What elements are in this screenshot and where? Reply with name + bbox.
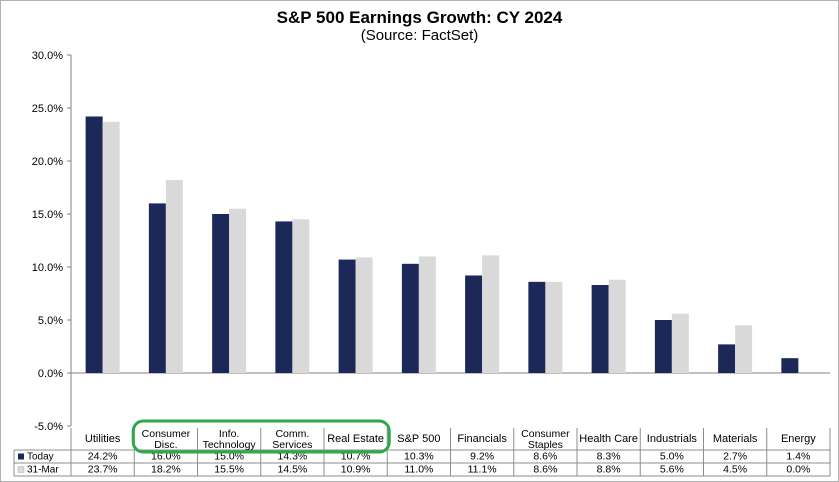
bar-today [781, 358, 799, 373]
data-label: 5.6% [660, 464, 684, 476]
y-tick-label: 20.0% [32, 156, 63, 168]
y-tick-label: 0.0% [38, 368, 63, 380]
data-label: 0.0% [786, 464, 810, 476]
data-label: 8.8% [597, 464, 621, 476]
bar-today [591, 285, 609, 373]
category-label: Real Estate [327, 433, 384, 445]
category-label: Materials [713, 433, 758, 445]
bar-today [654, 320, 672, 373]
bar-today [85, 116, 103, 373]
legend-key [18, 453, 24, 460]
data-label: 9.2% [470, 451, 494, 463]
category-label: Technology [203, 439, 257, 451]
bar-31-mar [229, 208, 247, 373]
category-label: Services [272, 439, 312, 451]
legend-key [17, 466, 25, 473]
data-label: 5.0% [660, 451, 684, 463]
data-label: 18.2% [151, 464, 181, 476]
category-label: Info. [219, 428, 239, 440]
category-label: Energy [781, 433, 816, 445]
bar-31-mar [482, 255, 500, 373]
y-tick-label: 10.0% [32, 262, 63, 274]
y-tick-label: 25.0% [32, 103, 63, 115]
data-label: 8.6% [533, 464, 557, 476]
data-label: 10.9% [341, 464, 371, 476]
bar-today [275, 221, 293, 373]
bar-31-mar [292, 219, 310, 373]
legend-label: Today [27, 452, 54, 463]
category-label: Consumer [521, 428, 570, 440]
category-label: Staples [528, 439, 563, 451]
category-label: Comm. [275, 428, 309, 440]
bar-31-mar [418, 256, 436, 373]
bar-today [338, 259, 356, 373]
bar-31-mar [671, 313, 689, 373]
bar-31-mar [608, 279, 626, 373]
bar-31-mar [102, 121, 120, 373]
data-label: 4.5% [723, 464, 747, 476]
y-tick-label: -5.0% [34, 421, 63, 433]
category-label: Industrials [647, 433, 698, 445]
data-label: 10.3% [404, 451, 434, 463]
chart-title: S&P 500 Earnings Growth: CY 2024 [276, 8, 563, 27]
bar-today [718, 344, 736, 373]
data-label: 8.6% [533, 451, 557, 463]
y-tick-label: 15.0% [32, 209, 63, 221]
category-label: Consumer [142, 428, 191, 440]
data-label: 24.2% [88, 451, 118, 463]
bar-today [401, 263, 419, 373]
bar-31-mar [355, 257, 373, 373]
data-label: 23.7% [88, 464, 118, 476]
bar-today [465, 275, 483, 373]
data-label: 11.1% [468, 464, 497, 476]
data-label: 15.5% [214, 464, 244, 476]
bar-today [528, 281, 546, 373]
chart-subtitle: (Source: FactSet) [360, 27, 479, 44]
category-label: Financials [457, 433, 507, 445]
category-label: Utilities [85, 433, 121, 445]
data-label: 8.3% [597, 451, 621, 463]
bar-31-mar [165, 180, 183, 373]
category-label: S&P 500 [397, 433, 440, 445]
data-label: 14.5% [277, 464, 307, 476]
bar-today [148, 203, 166, 373]
bar-today [212, 214, 230, 373]
category-label: Disc. [154, 439, 177, 451]
y-tick-label: 5.0% [38, 315, 63, 327]
bar-31-mar [545, 281, 563, 373]
category-label: Health Care [579, 433, 638, 445]
highlight-box [131, 419, 391, 454]
legend-label: 31-Mar [27, 465, 59, 476]
y-tick-label: 30.0% [32, 50, 63, 62]
data-label: 2.7% [723, 451, 747, 463]
data-label: 1.4% [786, 451, 810, 463]
data-label: 11.0% [404, 464, 433, 476]
bar-31-mar [735, 325, 753, 373]
